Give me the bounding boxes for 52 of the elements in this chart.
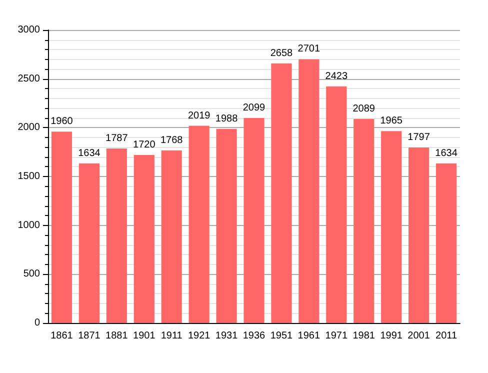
bar: [326, 86, 347, 323]
data-label: 1634: [78, 148, 101, 159]
data-label: 1988: [215, 113, 238, 124]
bar: [354, 118, 374, 323]
bar: [134, 155, 154, 323]
bar: [298, 59, 320, 323]
data-label: 2701: [298, 44, 320, 55]
data-label: 1720: [133, 140, 156, 151]
x-tick-label: 1901: [133, 330, 156, 342]
bar: [271, 63, 292, 323]
y-tick-label: 1000: [18, 220, 40, 231]
bar: [188, 126, 210, 323]
y-tick-label: 500: [23, 268, 40, 280]
x-tick-label: 1981: [352, 330, 376, 342]
bar: [106, 148, 127, 323]
data-label: 1960: [50, 116, 74, 128]
data-label: 2423: [325, 70, 348, 82]
x-tick-label: 1936: [242, 330, 266, 342]
x-tick-label: 1991: [380, 330, 403, 342]
bar: [51, 132, 72, 323]
bar: [161, 150, 182, 323]
bar: [408, 147, 430, 323]
data-label: 1787: [106, 132, 128, 144]
x-tick-label: 1961: [298, 330, 320, 342]
bar: [436, 163, 457, 323]
x-tick-label: 1881: [106, 330, 128, 342]
x-tick-label: 2001: [408, 330, 430, 342]
data-label: 1634: [435, 148, 458, 159]
data-label: 2099: [242, 102, 266, 114]
data-label: 2089: [352, 103, 376, 114]
x-tick-label: 1861: [50, 330, 74, 342]
data-label: 2019: [188, 110, 211, 122]
y-tick-label: 0: [34, 318, 40, 328]
y-tick-label: 1500: [18, 171, 40, 182]
bar: [78, 163, 100, 323]
data-label: 1797: [408, 132, 430, 143]
x-tick-label: 1921: [188, 330, 211, 342]
y-tick-label: 3000: [18, 24, 40, 36]
data-label: 2658: [270, 48, 294, 59]
y-tick-label: 2000: [18, 122, 40, 134]
x-tick-label: 2011: [436, 330, 458, 342]
x-tick-label: 1951: [270, 330, 294, 342]
bar: [381, 131, 402, 323]
y-tick-label: 2500: [18, 73, 40, 84]
data-label: 1965: [380, 116, 403, 127]
data-label: 1768: [160, 134, 184, 146]
bar: [216, 128, 237, 323]
x-tick-label: 1931: [215, 330, 238, 342]
bar: [244, 118, 264, 323]
x-tick-label: 1971: [325, 330, 348, 342]
x-tick-label: 1871: [78, 330, 101, 342]
x-tick-label: 1911: [160, 330, 183, 342]
